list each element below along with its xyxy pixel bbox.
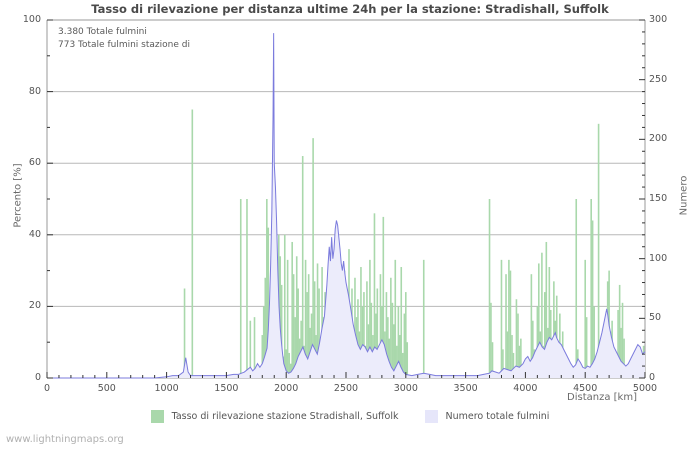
x-tick-label: 3000 (393, 383, 418, 394)
legend-label-detection-rate: Tasso di rilevazione stazione Stradishal… (171, 411, 399, 422)
x-tick-label: 3500 (453, 383, 478, 394)
x-tick-label: 5000 (632, 383, 658, 394)
y-tick-label-left: 80 (28, 85, 41, 97)
x-tick-label: 2500 (333, 383, 359, 394)
x-tick-label: 1000 (154, 383, 179, 394)
x-tick-label: 0 (43, 383, 51, 394)
y-tick-label-right: 100 (649, 252, 668, 264)
y-tick-label-left: 100 (22, 14, 41, 25)
area-line (47, 33, 646, 379)
x-tick-label: 4000 (513, 383, 538, 394)
legend-swatch-total-count (424, 410, 438, 423)
x-tick-label: 500 (97, 383, 116, 394)
y-tick-label-left: 20 (28, 300, 41, 312)
legend-swatch-detection-rate (150, 410, 164, 423)
x-tick-label: 2000 (274, 383, 299, 394)
annotation-total-lightning: 3.380 Totale fulmini (58, 27, 147, 37)
y-tick-label-right: 50 (649, 312, 662, 324)
y-tick-label-right: 0 (649, 372, 656, 383)
y-tick-label-left: 40 (28, 228, 41, 240)
chart-title: Tasso di rilevazione per distanza ultime… (91, 2, 609, 16)
legend-item-detection-rate[interactable]: Tasso di rilevazione stazione Stradishal… (150, 410, 399, 423)
legend-item-total-count[interactable]: Numero totale fulmini (424, 410, 550, 423)
annotation-station-lightning: 773 Totale fulmini stazione di (58, 40, 190, 50)
y-tick-label-right: 150 (649, 193, 668, 204)
y-tick-label-left: 0 (34, 372, 41, 383)
y-tick-label-right: 300 (649, 14, 668, 25)
watermark: www.lightningmaps.org (6, 434, 124, 445)
bar-series (183, 109, 645, 378)
chart-legend: Tasso di rilevazione stazione Stradishal… (0, 410, 700, 423)
x-tick-label: 4500 (573, 383, 598, 394)
legend-label-total-count: Numero totale fulmini (445, 411, 550, 422)
area-fill (47, 33, 645, 378)
x-axis-title: Distanza [km] (567, 392, 637, 403)
x-tick-label: 1500 (214, 383, 239, 394)
y-tick-label-right: 200 (649, 133, 668, 145)
y-tick-label-left: 60 (28, 157, 41, 169)
y-tick-label-right: 250 (649, 73, 668, 85)
